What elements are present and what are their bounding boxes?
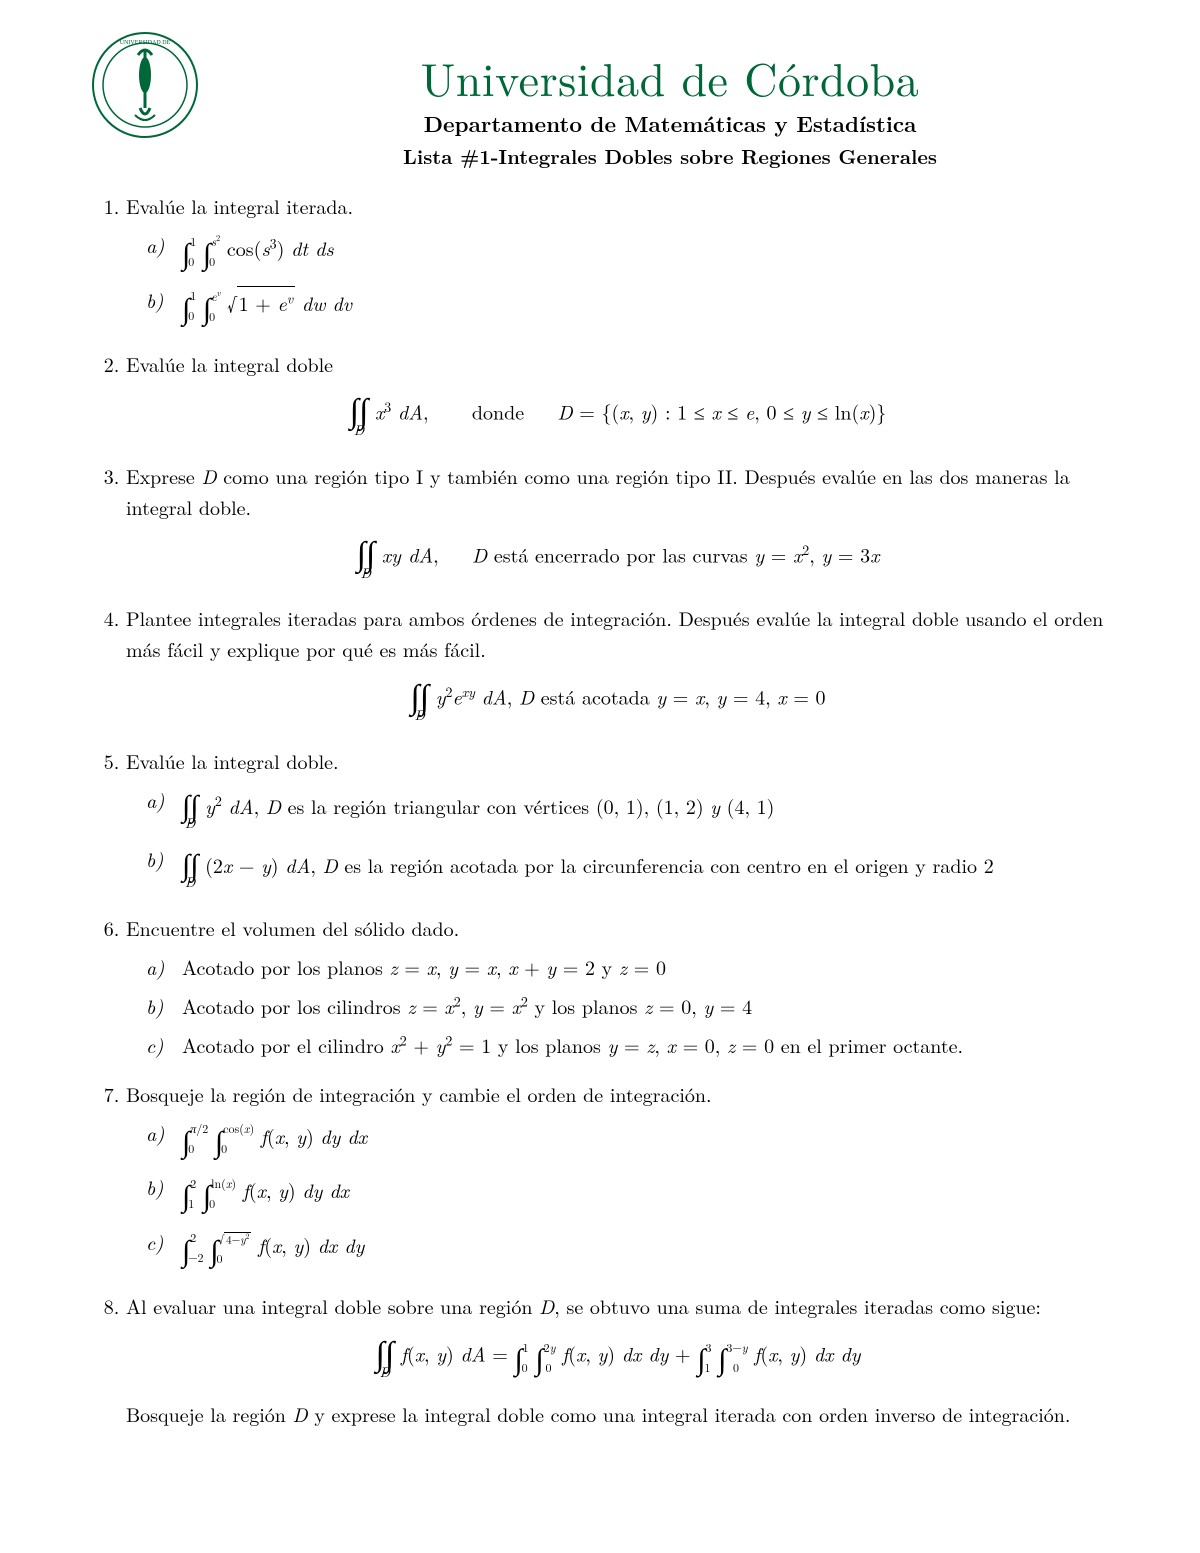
math-expr: ∫2−2 ∫√4−y20 f(x, y) dx dy <box>182 1226 364 1273</box>
problem-text-2: Bosqueje la región D y exprese la integr… <box>126 1399 1070 1428</box>
problem-text: Encuentre el volumen del sólido dado. <box>126 913 459 942</box>
problem-text: Bosqueje la región de integración y camb… <box>126 1079 712 1108</box>
item-text: Acotado por el cilindro x2 + y2 = 1 y lo… <box>182 1029 963 1060</box>
problem-6a: a) Acotado por los planos z = x, y = x, … <box>146 951 1110 982</box>
university-logo: UNIVERSIDAD DE <box>90 30 200 140</box>
math-expr: ∫∫D y2exy dA, D está acotada y = x, y = … <box>126 674 1110 727</box>
problem-text: Evalúe la integral iterada. <box>126 191 353 220</box>
problem-text: Exprese D como una región tipo I y tambi… <box>126 461 1070 521</box>
university-title: Universidad de Córdoba <box>230 45 1110 110</box>
problem-4: Plantee integrales iteradas para ambos ó… <box>126 602 1110 727</box>
problem-6c: c) Acotado por el cilindro x2 + y2 = 1 y… <box>146 1029 1110 1060</box>
problem-8: Al evaluar una integral doble sobre una … <box>126 1290 1110 1429</box>
problem-text: Al evaluar una integral doble sobre una … <box>126 1291 1041 1320</box>
problem-5: Evalúe la integral doble. a) ∫∫D y2 dA, … <box>126 745 1110 894</box>
math-expr: ∫10 ∫s20 cos(s3) dt ds <box>182 229 334 276</box>
problem-7b: b) ∫21 ∫ln(x)0 f(x, y) dy dx <box>146 1171 1110 1218</box>
item-text: Acotado por los cilindros z = x2, y = x2… <box>182 990 752 1021</box>
problem-5b: b) ∫∫D (2x − y) dA, D es la región acota… <box>146 843 1110 894</box>
problem-7a: a) ∫π/20 ∫cos(x)0 f(x, y) dy dx <box>146 1117 1110 1164</box>
math-expr: ∫∫D (2x − y) dA, D es la región acotada … <box>182 843 994 894</box>
problem-3: Exprese D como una región tipo I y tambi… <box>126 460 1110 585</box>
math-expr: ∫∫D y2 dA, D es la región triangular con… <box>182 784 774 835</box>
header: UNIVERSIDAD DE Universidad de Córdoba De… <box>90 30 1110 170</box>
math-expr: ∫∫D xy dA, D está encerrado por las curv… <box>126 532 1110 585</box>
problem-text: Evalúe la integral doble. <box>126 746 339 775</box>
svg-text:UNIVERSIDAD DE: UNIVERSIDAD DE <box>120 40 171 46</box>
problem-text: Evalúe la integral doble <box>126 349 333 378</box>
department-title: Departamento de Matemáticas y Estadístic… <box>230 108 1110 139</box>
item-text: Acotado por los planos z = x, y = x, x +… <box>182 951 666 982</box>
lista-title: Lista #1-Integrales Dobles sobre Regione… <box>230 141 1110 170</box>
problem-6: Encuentre el volumen del sólido dado. a)… <box>126 912 1110 1060</box>
math-expr: ∫∫D f(x, y) dA = ∫10 ∫2y0 f(x, y) dx dy … <box>126 1331 1110 1384</box>
problem-7: Bosqueje la región de integración y camb… <box>126 1078 1110 1273</box>
problem-7c: c) ∫2−2 ∫√4−y20 f(x, y) dx dy <box>146 1226 1110 1273</box>
problem-2: Evalúe la integral doble ∫∫D x3 dA, dond… <box>126 348 1110 442</box>
problem-list: Evalúe la integral iterada. a) ∫10 ∫s20 … <box>90 190 1110 1429</box>
problem-5a: a) ∫∫D y2 dA, D es la región triangular … <box>146 784 1110 835</box>
math-expr: ∫∫D x3 dA, donde D = {(x, y) : 1 ≤ x ≤ e… <box>126 389 1110 442</box>
math-expr: ∫10 ∫ev0 √1 + ev dw dv <box>182 284 352 331</box>
problem-1b: b) ∫10 ∫ev0 √1 + ev dw dv <box>146 284 1110 331</box>
problem-text: Plantee integrales iteradas para ambos ó… <box>126 603 1103 663</box>
problem-1a: a) ∫10 ∫s20 cos(s3) dt ds <box>146 229 1110 276</box>
math-expr: ∫π/20 ∫cos(x)0 f(x, y) dy dx <box>182 1117 367 1164</box>
math-expr: ∫21 ∫ln(x)0 f(x, y) dy dx <box>182 1171 349 1218</box>
problem-1: Evalúe la integral iterada. a) ∫10 ∫s20 … <box>126 190 1110 330</box>
problem-6b: b) Acotado por los cilindros z = x2, y =… <box>146 990 1110 1021</box>
